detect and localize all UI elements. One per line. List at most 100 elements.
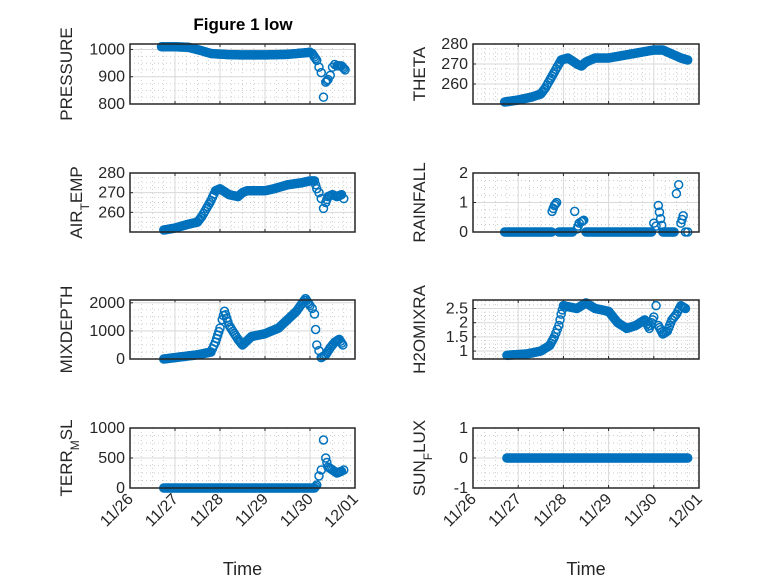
axes-box [472,43,700,105]
y-tick-label: 0 [116,351,125,368]
data-point [649,312,659,322]
y-axis-label-part: MIXDEPTH [57,286,76,374]
y-tick-label: 1000 [89,41,125,58]
axes-box [472,172,700,233]
y-tick-label: 280 [98,165,125,182]
data-point [653,200,664,211]
data-point [551,197,562,208]
data-point [314,62,324,72]
data-point [578,215,589,225]
y-axis-label-part: SL [57,419,76,440]
y-tick-label: 2000 [89,295,125,312]
x-tick-label: 11/29 [232,491,272,531]
y-tick-label: 0 [459,450,468,467]
y-axis-label: H2OMIXRA [410,284,429,373]
data-point [310,324,321,335]
y-axis-label-part: LUX [410,420,429,453]
data-point [321,453,331,463]
x-tick-label: 12/01 [321,491,361,531]
subplot-h2omixra: 11.522.5 H2OMIXRA [410,284,700,374]
y-axis-label: SUNFLUX [410,420,435,496]
y-tick-label: 260 [441,76,468,93]
data-point [556,309,566,319]
data-point [670,311,680,321]
data-point [336,338,347,348]
data-point [312,340,322,350]
figure-title: Figure 1 low [193,15,293,34]
subplot-terr-msl: 11/26 11/27 11/28 11/29 11/30 12/0105001000TE… [57,419,362,579]
y-axis-label-part: EMP [67,166,86,203]
y-tick-label: 1 [459,420,468,437]
data-point [305,300,315,311]
axes-box [129,427,356,489]
data-point [337,62,348,72]
data-point [554,320,564,331]
y-tick-label: 2.5 [446,301,468,318]
axes-box [129,172,356,233]
subplot-mixdepth: 0 1000 2000 MIXDEPTH [57,286,356,374]
y-axis-label: MIXDEPTH [57,286,76,374]
subplot-pressure: 800 900 1000 PRESSURE [57,27,356,121]
y-tick-label: 0 [459,224,468,241]
y-axis-label-part: THETA [410,46,429,101]
data-point [655,213,666,224]
axes-box [129,43,356,105]
y-tick-label: 1.5 [446,329,468,346]
data-point [671,188,682,199]
y-axis-label: AIRTEMP [67,166,92,239]
y-tick-label: 1000 [89,420,125,437]
y-axis-label-part: F [421,453,435,460]
x-tick-label: 12/01 [665,491,705,531]
subplot-rainfall: 0 1 2 RAINFALL [410,162,700,243]
y-axis-label-part: T [78,202,92,210]
y-axis-label-part: TERR [57,450,76,496]
series-theta [499,45,693,107]
data-point [314,471,324,481]
y-axis-label-part: SUN [410,460,429,496]
x-tick-label: 11/30 [621,491,661,531]
series-sun-flux [502,453,693,463]
data-point [651,221,661,231]
y-tick-label: 270 [441,56,468,73]
y-tick-label: 900 [98,69,125,86]
y-axis-label-part: M [68,440,82,450]
y-tick-label: 0 [116,480,125,497]
axes-box [129,299,356,360]
y-axis-label-part: AIR [67,210,86,238]
x-tick-label: 11/29 [576,491,616,531]
series-air-temp [159,176,349,235]
data-point [682,55,693,65]
y-axis-label-part: H2OMIXRA [410,284,429,373]
axes-box [472,299,700,360]
data-point [550,199,561,209]
data-point [339,465,349,475]
data-point [678,211,688,221]
data-point [651,300,661,311]
y-axis-label-part: PRESSURE [57,27,76,121]
data-point [654,207,665,217]
data-point [338,340,348,350]
data-point [339,63,349,74]
data-point [215,323,225,333]
y-axis-label: RAINFALL [410,162,429,242]
x-tick-label: 11/30 [277,491,317,531]
y-tick-label: 1000 [89,323,125,340]
x-tick-label: 11/27 [486,491,526,531]
y-tick-label: 2 [459,165,468,182]
data-point [682,453,693,463]
y-tick-label: 1 [459,343,468,360]
y-tick-label: -1 [454,480,468,497]
data-point [309,309,320,319]
series-h2omixra [502,298,691,361]
data-point [555,315,565,325]
x-tick-label: 11/27 [142,491,182,531]
y-axis-label-part: RAINFALL [410,162,429,242]
y-axis-label: THETA [410,46,429,101]
x-tick-label: 11/28 [187,491,227,531]
series-pressure [156,41,350,102]
data-point [318,92,329,102]
data-point [314,187,324,198]
data-point [316,67,326,78]
y-tick-label: 2 [459,315,468,332]
data-point [569,206,580,217]
